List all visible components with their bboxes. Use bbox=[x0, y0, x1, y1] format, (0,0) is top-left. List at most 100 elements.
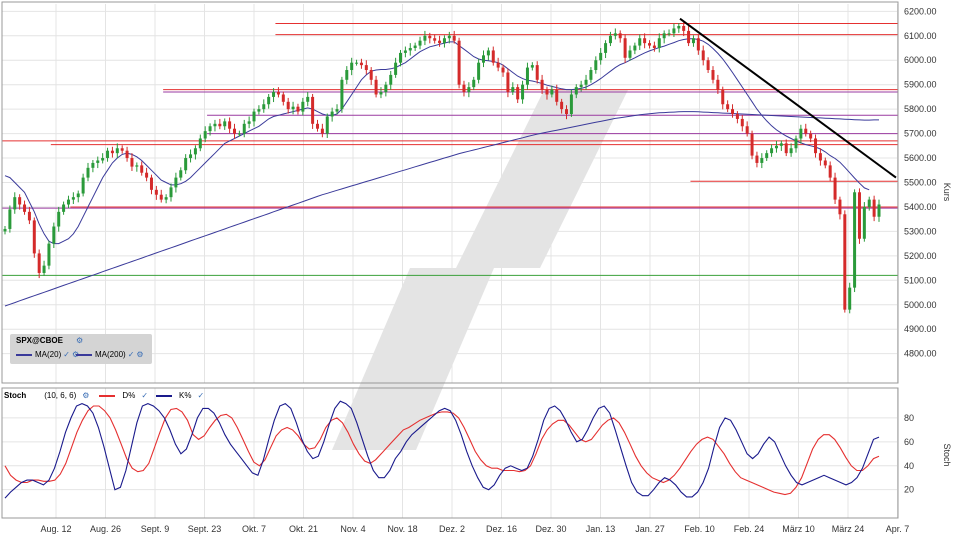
candle-body bbox=[23, 204, 27, 212]
candle-body bbox=[315, 123, 319, 129]
candle-body bbox=[608, 35, 612, 44]
settings-icon[interactable]: ⚙ bbox=[136, 350, 144, 359]
candle-body bbox=[242, 123, 246, 134]
candle-body bbox=[330, 111, 334, 117]
candle-body bbox=[706, 60, 710, 71]
candle-body bbox=[86, 167, 90, 178]
candle-body bbox=[296, 106, 300, 112]
candle-body bbox=[579, 84, 583, 88]
candle-body bbox=[828, 165, 832, 178]
candle-body bbox=[120, 148, 124, 151]
candle-body bbox=[62, 204, 66, 212]
check-icon[interactable]: ✓ bbox=[63, 350, 70, 359]
price-tick-label: 5500.00 bbox=[904, 177, 937, 187]
candle-body bbox=[789, 148, 793, 154]
legend-ma20[interactable]: MA(20) ✓ ⚙ bbox=[16, 350, 79, 359]
candle-body bbox=[667, 33, 671, 35]
candle-body bbox=[101, 158, 105, 161]
candle-body bbox=[311, 96, 315, 124]
candle-body bbox=[452, 35, 456, 41]
candle-body bbox=[491, 50, 495, 63]
candle-body bbox=[687, 30, 691, 44]
symbol-label: SPX@CBOE bbox=[16, 336, 63, 345]
candle-body bbox=[740, 118, 744, 127]
k-swatch bbox=[156, 394, 173, 397]
candle-body bbox=[657, 38, 661, 49]
candle-body bbox=[169, 187, 173, 198]
stoch-legend[interactable]: Stoch (10, 6, 6) ⚙ D% ✓ K% ✓ bbox=[4, 391, 204, 400]
x-tick-label: Dez. 2 bbox=[439, 524, 465, 534]
candle-body bbox=[662, 33, 666, 39]
candle-body bbox=[472, 79, 476, 88]
settings-icon[interactable]: ⚙ bbox=[82, 391, 90, 400]
legend-ma200[interactable]: MA(200) ✓ ⚙ bbox=[76, 350, 144, 359]
price-tick-label: 6000.00 bbox=[904, 55, 937, 65]
candle-body bbox=[228, 121, 232, 129]
candle-body bbox=[428, 35, 432, 39]
candle-body bbox=[682, 26, 686, 31]
candle-body bbox=[565, 109, 569, 115]
candle-body bbox=[799, 128, 803, 139]
candle-body bbox=[599, 52, 603, 61]
x-tick-label: Feb. 10 bbox=[684, 524, 715, 534]
candle-body bbox=[369, 70, 373, 80]
candle-body bbox=[530, 65, 534, 68]
candle-body bbox=[47, 243, 51, 266]
check-icon[interactable]: ✓ bbox=[127, 350, 135, 359]
settings-icon[interactable]: ⚙ bbox=[76, 336, 84, 345]
check-icon[interactable]: ✓ bbox=[141, 391, 149, 400]
candle-body bbox=[179, 170, 183, 178]
candle-body bbox=[374, 79, 378, 95]
candle-body bbox=[154, 189, 158, 195]
candle-body bbox=[486, 50, 490, 56]
candle-body bbox=[462, 84, 466, 93]
candle-body bbox=[149, 177, 153, 190]
price-tick-label: 4800.00 bbox=[904, 349, 937, 359]
candle-body bbox=[442, 38, 446, 44]
candle-body bbox=[355, 62, 359, 64]
candle-body bbox=[52, 226, 56, 244]
panel-frames bbox=[1, 1, 899, 519]
candle-body bbox=[389, 74, 393, 85]
candle-body bbox=[423, 35, 427, 41]
candle-body bbox=[672, 28, 676, 34]
candle-body bbox=[115, 148, 119, 154]
candle-body bbox=[696, 38, 700, 51]
d-swatch bbox=[99, 394, 116, 397]
price-tick-label: 6100.00 bbox=[904, 31, 937, 41]
candle-body bbox=[872, 199, 876, 217]
ma20-label: MA(20) bbox=[35, 350, 62, 359]
x-tick-label: Okt. 21 bbox=[289, 524, 318, 534]
candle-body bbox=[37, 253, 41, 273]
price-legend[interactable]: SPX@CBOE ⚙ MA(20) ✓ ⚙ MA(200) ✓ ⚙ bbox=[10, 334, 152, 364]
x-tick-label: März 24 bbox=[832, 524, 865, 534]
stoch-frame bbox=[1, 387, 899, 519]
settings-icon[interactable]: ⚙ bbox=[72, 350, 79, 359]
candle-body bbox=[877, 204, 881, 217]
candle-body bbox=[193, 148, 197, 155]
x-tick-label: Nov. 4 bbox=[340, 524, 365, 534]
candle-body bbox=[394, 62, 398, 75]
candle-body bbox=[804, 128, 808, 134]
candle-body bbox=[711, 70, 715, 80]
candle-body bbox=[218, 123, 222, 127]
candle-body bbox=[506, 72, 510, 93]
candle-body bbox=[325, 116, 329, 134]
candle-body bbox=[286, 101, 290, 110]
price-tick-label: 5900.00 bbox=[904, 80, 937, 90]
stoch-d-line bbox=[4, 405, 880, 496]
x-tick-label: Dez. 30 bbox=[535, 524, 566, 534]
candle-body bbox=[140, 165, 144, 173]
candle-body bbox=[106, 150, 110, 159]
price-tick-label: 5100.00 bbox=[904, 275, 937, 285]
candle-body bbox=[569, 94, 573, 115]
candle-body bbox=[814, 138, 818, 154]
price-tick-label: 5700.00 bbox=[904, 129, 937, 139]
check-icon[interactable]: ✓ bbox=[197, 391, 205, 400]
candle-body bbox=[27, 211, 31, 221]
candle-body bbox=[135, 165, 139, 167]
stoch-tick-label: 20 bbox=[904, 485, 914, 495]
candle-body bbox=[584, 79, 588, 85]
candle-body bbox=[770, 148, 774, 154]
